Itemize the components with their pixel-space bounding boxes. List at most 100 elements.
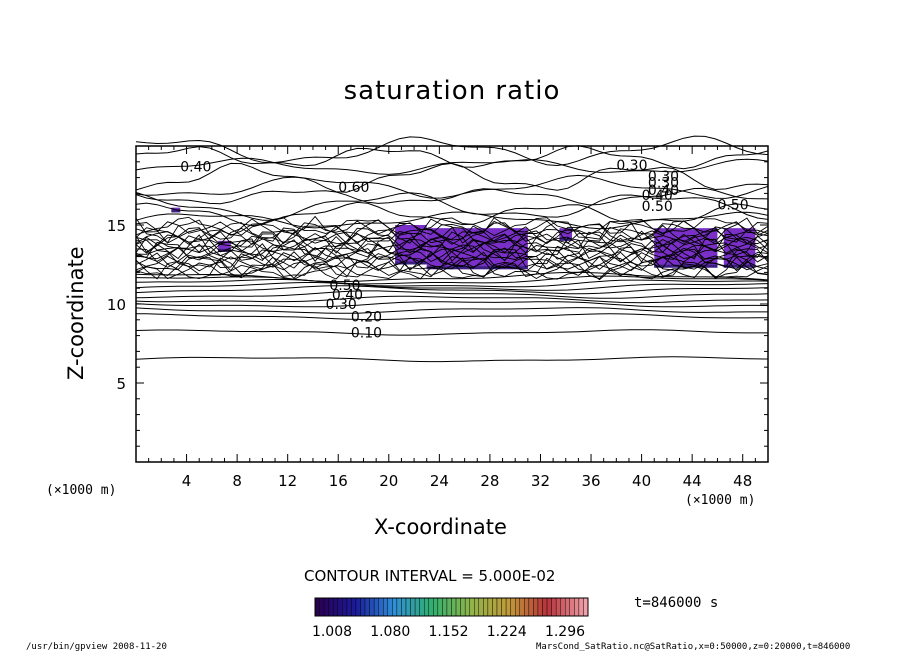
colorbar-swatch — [419, 597, 425, 617]
contour-lines — [135, 135, 769, 363]
colorbar-swatch — [387, 597, 393, 617]
x-tick-label: 40 — [632, 472, 651, 490]
contour-label: 0.50 — [642, 199, 673, 215]
contour-label: 0.60 — [338, 180, 369, 196]
contour-line — [135, 313, 768, 321]
shaded-region-base — [654, 264, 718, 268]
contour-line — [135, 157, 769, 175]
contour-line — [135, 295, 769, 304]
colorbar-swatch — [533, 597, 539, 617]
contour-line — [135, 222, 769, 245]
x-axis-title: X-coordinate — [374, 515, 507, 539]
colorbar-tick-label: 1.080 — [370, 624, 410, 640]
contour-line — [135, 356, 769, 363]
colorbar-swatch — [414, 597, 420, 617]
contour-label: 0.20 — [351, 310, 382, 326]
contour-label: 0.50 — [329, 278, 360, 294]
colorbar-swatch — [410, 597, 416, 617]
contour-line — [135, 187, 769, 206]
colorbar-swatch — [369, 597, 375, 617]
y-axis-ticks: 5 10 15 — [107, 161, 768, 447]
contour-line — [135, 251, 769, 272]
colorbar-swatch — [401, 597, 407, 617]
y-tick-label: 10 — [107, 296, 126, 314]
contour-line — [135, 243, 769, 272]
colorbar-swatch — [583, 597, 589, 617]
contour-line — [135, 192, 769, 221]
colorbar-swatch — [519, 597, 525, 617]
contour-line — [135, 290, 769, 299]
colorbar-swatch — [505, 597, 511, 617]
y-tick-label: 5 — [116, 375, 126, 393]
contour-line — [135, 329, 768, 336]
contour-line — [135, 224, 769, 245]
colorbar-swatch — [496, 597, 502, 617]
contour-interval-text: CONTOUR INTERVAL = 5.000E-02 — [304, 567, 556, 585]
colorbar-swatch — [314, 597, 320, 617]
contour-label: 0.40 — [642, 188, 673, 204]
colorbar-swatch — [424, 597, 429, 617]
colorbar-swatch — [337, 597, 343, 617]
x-tick-label: 32 — [531, 472, 550, 490]
x-tick-label: 4 — [182, 472, 192, 490]
colorbar-swatch — [478, 597, 484, 617]
colorbar-tick-label: 1.296 — [545, 624, 585, 640]
colorbar-swatch — [451, 597, 457, 617]
x-unit-label-left: (×1000 m) — [46, 483, 117, 498]
colorbar-frame — [314, 597, 589, 617]
shaded-region-base — [559, 237, 573, 241]
colorbar-swatch — [455, 597, 461, 617]
colorbar-swatch — [565, 597, 571, 617]
contour-line — [135, 271, 769, 283]
colorbar: 1.008 1.080 1.152 1.224 1.296 — [312, 597, 589, 640]
colorbar-swatch — [446, 597, 452, 617]
x-axis-ticks: 4 8 12 16 20 24 28 32 36 40 44 48 — [148, 146, 756, 490]
contour-line — [135, 145, 769, 170]
contour-line — [135, 215, 769, 245]
colorbar-swatch — [346, 597, 352, 617]
x-unit-label-right: (×1000 m) — [685, 493, 756, 508]
colorbar-tick-label: 1.224 — [487, 624, 527, 640]
colorbar-swatch — [460, 597, 466, 617]
colorbar-swatch — [537, 597, 543, 617]
x-tick-label: 48 — [733, 472, 752, 490]
colorbar-swatch — [373, 597, 379, 617]
colorbar-tick-label: 1.152 — [428, 624, 468, 640]
contour-label: 0.40 — [332, 288, 363, 304]
colorbar-swatch — [319, 597, 325, 617]
contour-label: 0.40 — [180, 160, 211, 176]
colorbar-swatch — [578, 597, 584, 617]
contour-line — [135, 264, 769, 280]
colorbar-swatch — [328, 597, 334, 617]
contour-line — [135, 307, 768, 314]
contour-line — [135, 275, 769, 285]
colorbar-swatch — [378, 597, 384, 617]
x-tick-label: 8 — [232, 472, 242, 490]
colorbar-swatch — [574, 597, 580, 617]
colorbar-swatch — [433, 597, 439, 617]
colorbar-swatch — [528, 597, 534, 617]
colorbar-swatch — [560, 597, 566, 617]
chart-title: saturation ratio — [343, 76, 561, 106]
y-tick-label: 15 — [107, 217, 126, 235]
x-tick-label: 20 — [379, 472, 398, 490]
contour-label: 0.30 — [648, 169, 679, 185]
colorbar-swatch — [542, 597, 548, 617]
colorbar-swatch — [428, 597, 434, 617]
footer-program-date: /usr/bin/gpview 2008-11-20 — [26, 642, 167, 652]
contour-line — [135, 282, 769, 291]
colorbar-swatch — [515, 597, 520, 617]
shaded-region — [218, 240, 231, 252]
colorbar-swatch — [333, 597, 338, 617]
colorbar-tick-label: 1.008 — [312, 624, 352, 640]
contour-label: 0.40 — [648, 183, 679, 199]
x-tick-label: 24 — [430, 472, 449, 490]
contour-line — [135, 301, 769, 308]
contour-label: 0.10 — [351, 325, 382, 341]
contour-line — [135, 279, 769, 288]
colorbar-swatch — [551, 597, 557, 617]
colorbar-swatch — [524, 597, 530, 617]
footer-data-source: MarsCond_SatRatio.nc@SatRatio,x=0:50000,… — [536, 642, 851, 652]
colorbar-swatch — [487, 597, 493, 617]
y-axis-title: Z-coordinate — [64, 246, 88, 380]
